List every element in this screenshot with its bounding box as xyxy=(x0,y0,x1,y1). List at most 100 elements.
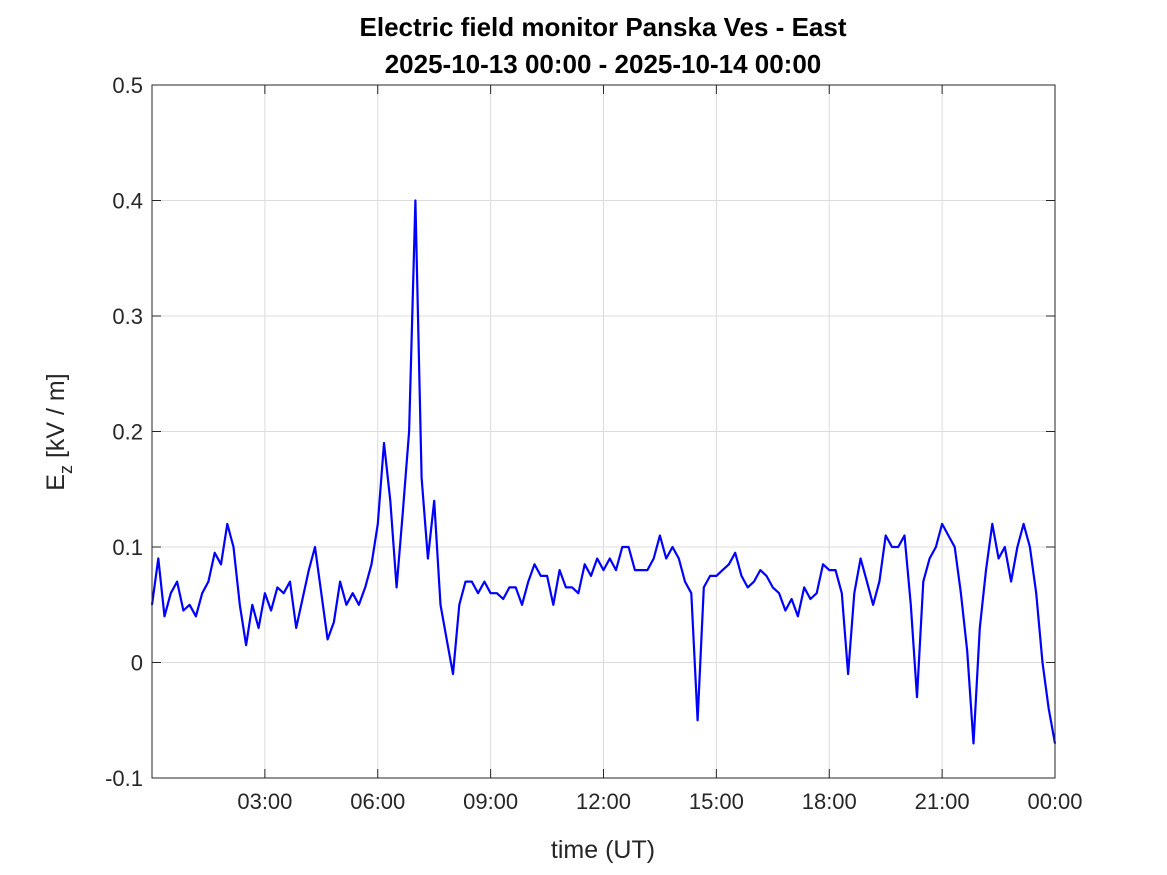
data-point xyxy=(521,603,523,606)
data-point xyxy=(696,719,699,722)
data-point xyxy=(583,563,586,566)
data-point xyxy=(746,586,749,589)
data-point xyxy=(420,476,423,479)
data-point xyxy=(891,546,893,548)
data-point xyxy=(571,586,573,589)
data-point xyxy=(608,557,611,560)
data-point xyxy=(866,580,868,583)
y-tick-label: 0.2 xyxy=(112,420,143,445)
y-axis-label: Ez [kV / m] xyxy=(42,373,76,490)
data-point xyxy=(815,592,818,594)
data-point xyxy=(615,569,617,571)
data-point xyxy=(176,580,178,583)
data-point xyxy=(909,603,912,606)
data-point xyxy=(790,598,793,600)
data-point xyxy=(872,603,874,606)
data-point xyxy=(985,569,987,571)
data-point xyxy=(213,551,216,554)
data-point xyxy=(358,603,360,606)
x-tick-label: 12:00 xyxy=(576,789,631,814)
data-point xyxy=(602,569,605,571)
data-point xyxy=(270,609,272,612)
y-tick-label: 0 xyxy=(131,651,143,676)
data-point xyxy=(922,580,925,583)
data-point xyxy=(853,592,856,594)
data-point xyxy=(276,586,279,589)
x-axis-label: time (UT) xyxy=(551,836,655,864)
data-point xyxy=(784,609,787,612)
data-point xyxy=(947,534,950,537)
data-point xyxy=(427,557,429,560)
data-point xyxy=(307,569,310,571)
data-point xyxy=(1022,523,1025,525)
data-point xyxy=(282,592,285,594)
data-point xyxy=(201,592,203,594)
data-point xyxy=(822,563,824,566)
data-point xyxy=(533,563,536,566)
data-point xyxy=(301,598,304,600)
y-label-main: E xyxy=(42,474,70,491)
y-label-unit: [kV / m] xyxy=(42,373,70,465)
data-point xyxy=(527,580,530,583)
data-point xyxy=(972,742,975,745)
data-point xyxy=(728,563,730,566)
data-point xyxy=(803,586,805,589)
data-point xyxy=(659,534,661,537)
x-tick-label: 00:00 xyxy=(1027,789,1082,814)
data-point xyxy=(339,580,341,583)
data-point xyxy=(621,546,624,548)
data-point xyxy=(539,575,542,577)
data-point xyxy=(458,603,461,606)
data-point xyxy=(709,575,711,577)
data-point xyxy=(264,592,266,594)
chart-subtitle: 2025-10-13 00:00 - 2025-10-14 00:00 xyxy=(385,49,822,79)
data-point xyxy=(935,546,937,548)
data-point xyxy=(753,580,755,583)
data-point xyxy=(652,557,655,560)
data-point xyxy=(195,615,197,618)
data-point xyxy=(238,603,241,606)
data-point xyxy=(721,569,724,571)
data-point xyxy=(314,546,316,548)
data-point xyxy=(953,546,956,548)
data-point xyxy=(978,627,981,629)
data-point xyxy=(514,586,517,589)
data-point xyxy=(464,580,467,583)
y-tick-label: 0.1 xyxy=(112,535,143,560)
data-point xyxy=(433,500,435,502)
y-tick-label: -0.1 xyxy=(105,766,143,791)
data-point xyxy=(765,575,768,577)
x-tick-label: 15:00 xyxy=(689,789,744,814)
data-point xyxy=(897,546,900,548)
data-point xyxy=(646,569,649,571)
data-point xyxy=(772,586,774,589)
data-point xyxy=(1029,546,1031,548)
data-point xyxy=(759,569,762,571)
data-point xyxy=(903,534,906,537)
grid-lines xyxy=(151,84,1056,779)
data-point xyxy=(489,592,492,594)
y-tick-label: 0.3 xyxy=(112,304,143,329)
data-point xyxy=(1004,546,1006,548)
data-point xyxy=(232,546,235,548)
data-point xyxy=(778,592,780,594)
x-tick-label: 03:00 xyxy=(237,789,292,814)
data-point xyxy=(402,511,404,514)
chart-title: Electric field monitor Panska Ves - East xyxy=(360,12,847,42)
data-point xyxy=(552,603,555,606)
data-point xyxy=(163,615,166,618)
data-point xyxy=(627,546,630,548)
data-point xyxy=(715,575,718,577)
data-point xyxy=(690,592,693,594)
data-point xyxy=(677,557,680,560)
data-point xyxy=(809,598,812,600)
data-point xyxy=(245,644,247,646)
data-point xyxy=(414,199,417,202)
x-tick-label: 21:00 xyxy=(915,789,970,814)
data-point xyxy=(395,586,398,589)
data-point xyxy=(376,523,379,525)
data-point xyxy=(1016,546,1019,548)
data-point xyxy=(590,575,592,577)
data-point xyxy=(596,557,599,560)
